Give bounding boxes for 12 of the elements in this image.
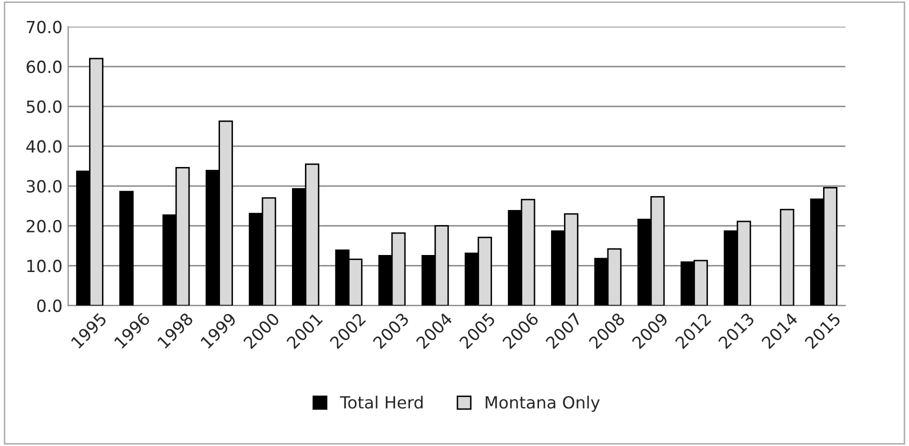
y-tick-label: 60.0 xyxy=(26,60,62,74)
bar xyxy=(780,208,794,306)
legend-label: Montana Only xyxy=(486,396,600,412)
bar xyxy=(119,190,134,306)
y-tick-label: 10.0 xyxy=(27,260,62,272)
y-tick-label: 20.0 xyxy=(26,220,62,232)
y-tick-label: 50.0 xyxy=(26,100,62,113)
y-tick-label: 40.0 xyxy=(26,140,62,153)
legend-label: Total Herd xyxy=(340,396,423,409)
y-tick-label: 0.0 xyxy=(37,299,62,312)
y-tick-label: 30.0 xyxy=(26,180,62,193)
y-tick-label: 70.0 xyxy=(26,20,62,34)
